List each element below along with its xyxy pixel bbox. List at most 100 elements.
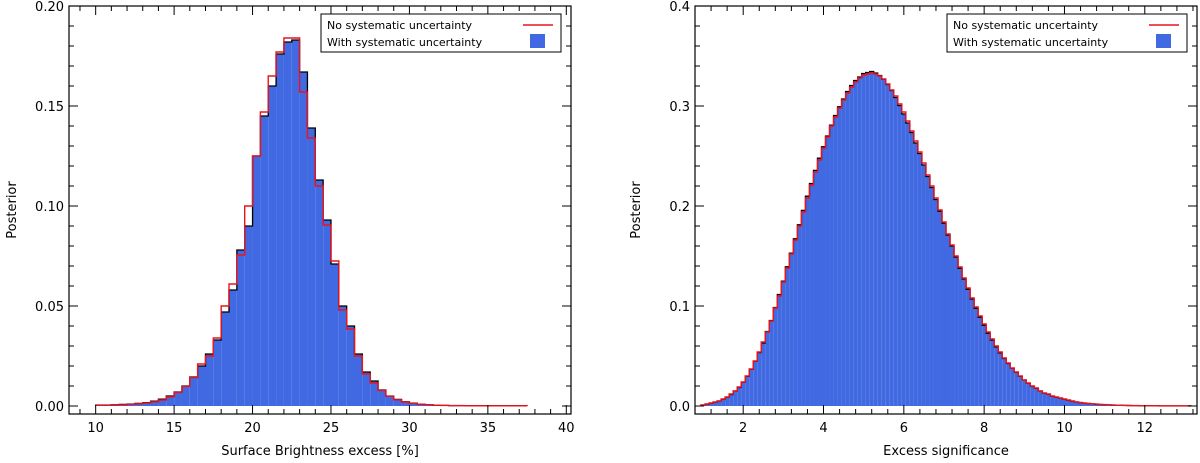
histogram-bar-with-systematic <box>833 115 838 406</box>
histogram-bar-with-systematic <box>1074 402 1079 406</box>
histogram-bar-with-systematic <box>1098 404 1103 406</box>
histogram-bar-with-systematic <box>793 238 798 406</box>
histogram-bar-with-systematic <box>789 253 794 406</box>
histogram <box>700 70 1192 407</box>
histogram-bar-with-systematic <box>370 381 379 406</box>
histogram-bar-with-systematic <box>809 183 814 406</box>
histogram-bar-with-systematic <box>150 401 159 406</box>
histogram-bar-with-systematic <box>946 235 951 406</box>
histogram-bar-with-systematic <box>897 105 902 406</box>
histogram-bar-with-systematic <box>741 382 746 406</box>
histogram-bar-with-systematic <box>1078 402 1083 406</box>
plot-frame <box>694 5 1198 415</box>
histogram-bar-with-systematic <box>1018 376 1023 406</box>
histogram-bar-with-systematic <box>181 386 190 406</box>
histogram-bar-with-systematic <box>401 401 410 406</box>
histogram-bar-with-systematic <box>933 199 938 406</box>
legend: No systematic uncertainty With systematic… <box>320 13 562 53</box>
histogram-bar-with-systematic <box>717 401 722 406</box>
histogram-bar-with-systematic <box>954 257 959 406</box>
histogram-bar-with-systematic <box>362 372 371 406</box>
x-tick-label: 8 <box>980 421 988 436</box>
histogram-bar-with-systematic <box>244 226 253 406</box>
histogram-bar-with-systematic <box>197 366 206 406</box>
histogram-bar-with-systematic <box>725 397 730 406</box>
histogram-bar-with-systematic <box>252 156 261 406</box>
histogram-bar-with-systematic <box>881 79 886 406</box>
histogram-bar-with-systematic <box>721 399 726 406</box>
histogram-bar-with-systematic <box>1058 398 1063 406</box>
x-tick-label: 10 <box>87 421 104 436</box>
histogram-bar-with-systematic <box>283 42 292 406</box>
histogram-bar-with-systematic <box>829 125 834 406</box>
legend-swatch-fill-blue <box>1156 34 1171 48</box>
y-axis-title: Posterior <box>5 181 20 239</box>
y-tick-label: 0.05 <box>35 300 64 315</box>
plot-frame <box>68 5 572 415</box>
histogram-bar-with-systematic <box>1094 404 1099 406</box>
histogram-bar-with-systematic <box>917 153 922 406</box>
x-tick-label: 40 <box>558 421 575 436</box>
histogram-bar-with-systematic <box>205 354 214 406</box>
x-axis-title: Excess significance <box>883 444 1009 459</box>
histogram <box>94 37 528 407</box>
histogram-bar-with-systematic <box>354 354 363 406</box>
histogram-bar-with-systematic <box>937 211 942 406</box>
histogram-bar-with-systematic <box>1090 403 1095 406</box>
histogram-bar-with-systematic <box>1062 399 1067 406</box>
histogram-bar-with-systematic <box>1026 383 1031 406</box>
histogram-bar-with-systematic <box>982 325 987 406</box>
histogram-bar-with-systematic <box>837 106 842 407</box>
histogram-bar-with-systematic <box>869 71 874 406</box>
histogram-bar-with-systematic <box>990 340 995 406</box>
histogram-bar-with-systematic <box>1070 401 1075 406</box>
histogram-bar-with-systematic <box>409 403 418 406</box>
histogram-bar-with-systematic <box>970 299 975 406</box>
histogram-bar-with-systematic <box>1014 372 1019 406</box>
histogram-bar-with-systematic <box>127 404 135 406</box>
legend-label-no-systematic: No systematic uncertainty <box>327 19 473 32</box>
y-tick-label: 0.3 <box>669 100 690 115</box>
series-line-no-systematic <box>700 72 1192 407</box>
x-tick-label: 6 <box>900 421 908 436</box>
x-tick-label: 12 <box>1137 421 1154 436</box>
legend-box <box>946 13 1188 53</box>
x-tick-label: 10 <box>1056 421 1073 436</box>
histogram-bar-with-systematic <box>330 264 339 406</box>
histogram-bar-with-systematic <box>861 73 866 406</box>
histogram-bar-with-systematic <box>986 333 991 406</box>
histogram-bar-with-systematic <box>737 387 742 406</box>
y-tick-label: 0.10 <box>35 200 64 215</box>
histogram-bar-with-systematic <box>761 343 766 406</box>
histogram-bar-with-systematic <box>753 361 758 406</box>
histogram-bar-with-systematic <box>1086 403 1091 406</box>
legend-box <box>320 13 562 53</box>
histogram-bar-with-systematic <box>909 132 914 406</box>
histogram-bar-with-systematic <box>291 40 300 406</box>
histogram-bar-with-systematic <box>958 268 963 406</box>
histogram-bar-with-systematic <box>749 369 754 406</box>
x-axis-title: Surface Brightness excess [%] <box>221 444 419 459</box>
histogram-bar-with-systematic <box>1050 396 1055 406</box>
histogram-bar-with-systematic <box>134 403 143 406</box>
histogram-bar-with-systematic <box>801 210 806 406</box>
histogram-bar-with-systematic <box>268 86 277 406</box>
histogram-bar-with-systematic <box>797 224 802 406</box>
histogram-bar-with-systematic <box>905 123 910 406</box>
histogram-bar-with-systematic <box>713 402 718 406</box>
histogram-bar-with-systematic <box>1046 394 1051 406</box>
histogram-bar-with-systematic <box>978 317 983 406</box>
histogram-bar-with-systematic <box>857 77 862 406</box>
legend-label-no-systematic: No systematic uncertainty <box>953 19 1099 32</box>
y-tick-label: 0.0 <box>669 400 690 415</box>
y-tick-label: 0.1 <box>669 300 690 315</box>
histogram-bar-with-systematic <box>865 72 870 406</box>
histogram-bar-with-systematic <box>729 394 734 406</box>
histogram-bar-with-systematic <box>338 306 347 406</box>
histogram-bar-with-systematic <box>821 146 826 407</box>
histogram-bar-with-systematic <box>1034 388 1039 406</box>
histogram-bar-with-systematic <box>817 158 822 406</box>
histogram-bar-with-systematic <box>901 114 906 406</box>
histogram-bar-with-systematic <box>769 320 774 406</box>
histogram-bar-with-systematic <box>913 143 918 406</box>
